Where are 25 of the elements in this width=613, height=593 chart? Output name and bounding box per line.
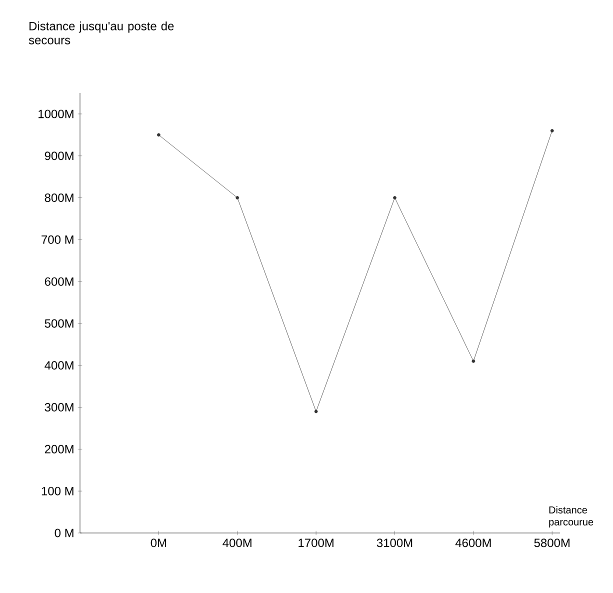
x-tick-label: 3100M xyxy=(376,538,412,548)
x-axis-title: Distance parcourue xyxy=(549,506,594,528)
point xyxy=(472,359,476,363)
y-tick-label: 1000M xyxy=(38,110,74,118)
x-tick-label: 1700M xyxy=(298,538,334,548)
x-tick-label: 5800M xyxy=(534,538,570,548)
x-tick-label: 0M xyxy=(150,538,166,548)
point xyxy=(236,196,240,200)
point xyxy=(156,133,160,137)
y-tick-label: 200M xyxy=(44,444,74,454)
y-tick-label: 100 M xyxy=(42,486,74,496)
point xyxy=(393,196,396,200)
point xyxy=(314,410,318,414)
y-tick-label: 600M xyxy=(44,277,74,286)
y-tick-label: 400M xyxy=(44,361,74,370)
y-tick-label: 900M xyxy=(44,152,74,160)
y-tick-label: 700 M xyxy=(42,235,74,244)
x-tick-label: 400M xyxy=(222,538,252,548)
y-tick-label: 0 M xyxy=(54,528,74,538)
y-axis-title: Distance jusqu'au poste de secours xyxy=(28,22,174,44)
y-tick-label: 500M xyxy=(44,319,74,328)
x-tick-label: 4600M xyxy=(455,538,491,548)
y-tick-label: 800M xyxy=(44,194,74,202)
y-tick-label: 300M xyxy=(44,403,74,412)
point xyxy=(550,129,554,132)
